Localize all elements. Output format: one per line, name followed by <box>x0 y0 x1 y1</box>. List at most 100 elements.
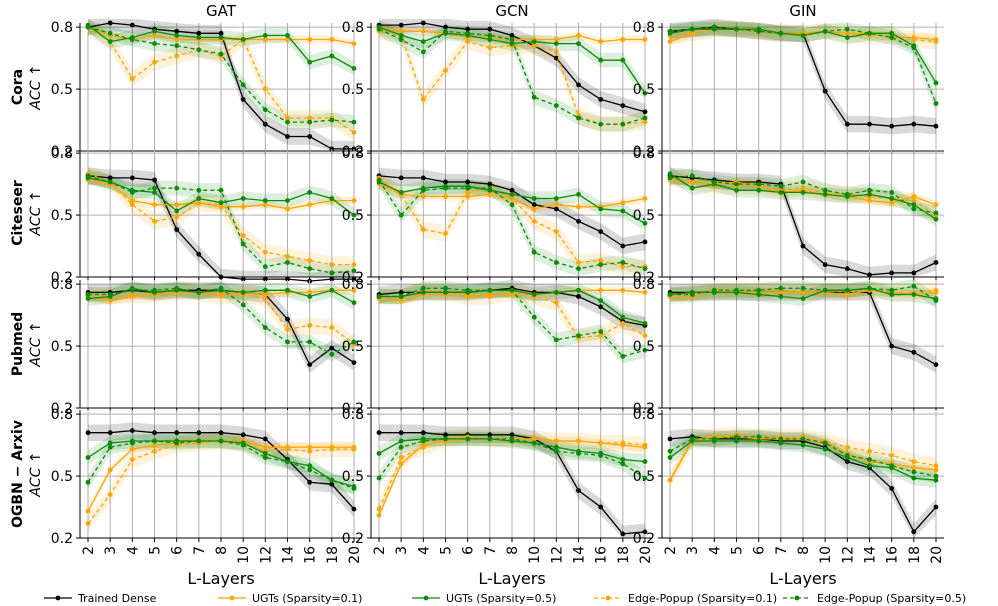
x-tick-label: 14 <box>572 546 588 564</box>
x-tick-label: 12 <box>549 546 565 564</box>
ogbn-arxiv-gcn-point-ugts-sparsity-0-5 <box>398 438 404 444</box>
x-tick-label: 12 <box>840 546 856 564</box>
ogbn-arxiv-gin-point-edge-popup-sparsity-0-1 <box>867 448 872 454</box>
pubmed-gat-point-edge-popup-sparsity-0-5 <box>196 290 202 295</box>
citeseer-gat-point-trained-dense <box>152 177 157 183</box>
y-tick-label: 0.5 <box>342 339 364 355</box>
citeseer-gcn-point-ugts-sparsity-0-5 <box>620 208 626 214</box>
pubmed-gin-point-edge-popup-sparsity-0-5 <box>667 292 673 297</box>
citeseer-gcn-point-edge-popup-sparsity-0-5 <box>487 185 493 191</box>
cora-gat-point-edge-popup-sparsity-0-1 <box>285 115 290 121</box>
cora-gat-point-edge-popup-sparsity-0-1 <box>351 130 357 135</box>
ogbn-arxiv-gat-point-ugts-sparsity-0-5 <box>262 451 268 456</box>
cora-gcn-point-edge-popup-sparsity-0-1 <box>531 43 537 49</box>
cora-gin-point-ugts-sparsity-0-1 <box>667 39 673 44</box>
x-tick-label: 20 <box>638 546 654 564</box>
citeseer-gin-point-edge-popup-sparsity-0-5 <box>933 210 939 216</box>
ogbn-arxiv-gat-point-edge-popup-sparsity-0-1 <box>85 521 91 526</box>
pubmed-gat-point-edge-popup-sparsity-0-5 <box>107 292 113 297</box>
column-title: GIN <box>789 2 816 20</box>
cora-gat-point-trained-dense <box>218 30 224 36</box>
ogbn-arxiv-gat-point-edge-popup-sparsity-0-1 <box>107 492 113 497</box>
cora-gat-point-trained-dense <box>285 134 290 139</box>
citeseer-gat-point-ugts-sparsity-0-5 <box>351 212 357 218</box>
legend-marker-edge-popup-sparsity-0-5 <box>794 595 800 601</box>
pubmed-gin-point-edge-popup-sparsity-0-5 <box>711 287 717 293</box>
citeseer-gcn-point-ugts-sparsity-0-5 <box>598 206 604 212</box>
pubmed-gat-point-ugts-sparsity-0-1 <box>262 292 268 297</box>
row-subtitle: ACC ↑ <box>28 451 44 497</box>
cora-gcn-point-trained-dense <box>487 26 493 32</box>
pubmed-gat-band-edge-popup-sparsity-0-1 <box>88 284 354 353</box>
citeseer-gat-band-edge-popup-sparsity-0-1 <box>88 165 354 273</box>
citeseer-gcn-point-ugts-sparsity-0-5 <box>398 190 404 195</box>
cora-gat-point-ugts-sparsity-0-1 <box>351 41 357 46</box>
citeseer-gat-point-edge-popup-sparsity-0-5 <box>307 266 313 272</box>
cora-gcn-point-edge-popup-sparsity-0-5 <box>576 115 581 121</box>
y-tick-label: 0.5 <box>51 208 73 224</box>
cora-gcn-point-ugts-sparsity-0-1 <box>642 37 648 42</box>
cora-gcn-point-edge-popup-sparsity-0-1 <box>465 39 471 44</box>
x-tick-label: 4 <box>125 546 141 555</box>
cora-gat-point-ugts-sparsity-0-1 <box>329 37 335 42</box>
x-tick-label: 16 <box>303 546 319 564</box>
y-tick-label: 0.2 <box>51 144 73 160</box>
x-tick-label: 18 <box>907 546 923 564</box>
citeseer-gat-point-ugts-sparsity-0-1 <box>240 204 246 210</box>
cora-gcn-point-edge-popup-sparsity-0-5 <box>376 26 382 32</box>
cora-gcn-point-edge-popup-sparsity-0-1 <box>487 45 493 51</box>
ogbn-arxiv-gin-point-edge-popup-sparsity-0-5 <box>800 436 806 442</box>
x-tick-label: 5 <box>148 546 164 555</box>
y-tick-label: 0.2 <box>342 144 364 160</box>
cora-gcn-point-ugts-sparsity-0-5 <box>642 90 648 96</box>
citeseer-gat-point-ugts-sparsity-0-1 <box>152 202 157 208</box>
citeseer-gcn-point-edge-popup-sparsity-0-1 <box>420 227 426 232</box>
ogbn-arxiv-gin-point-edge-popup-sparsity-0-5 <box>778 436 784 442</box>
cora-gin-point-ugts-sparsity-0-5 <box>844 35 850 40</box>
citeseer-gin-point-ugts-sparsity-0-5 <box>800 190 806 195</box>
ogbn-arxiv-gat-point-edge-popup-sparsity-0-5 <box>329 477 335 483</box>
citeseer-gat-point-edge-popup-sparsity-0-5 <box>129 190 135 195</box>
cora-gcn-point-ugts-sparsity-0-5 <box>420 39 426 44</box>
citeseer-gin-point-ugts-sparsity-0-5 <box>889 196 895 201</box>
pubmed-gin-point-edge-popup-sparsity-0-5 <box>889 287 895 293</box>
ogbn-arxiv-gcn-point-trained-dense <box>487 432 493 438</box>
x-tick-label: 6 <box>752 546 768 555</box>
ogbn-arxiv-gat-point-edge-popup-sparsity-0-1 <box>152 448 157 454</box>
ogbn-arxiv-gat-point-trained-dense <box>196 430 202 436</box>
citeseer-gat-point-ugts-sparsity-0-1 <box>262 202 268 208</box>
y-tick-label: 0.2 <box>51 270 73 286</box>
ogbn-arxiv-gcn-point-trained-dense <box>443 432 448 438</box>
legend-label-ugts-sparsity-0-1: UGTs (Sparsity=0.1) <box>252 592 362 605</box>
citeseer-gat-point-edge-popup-sparsity-0-5 <box>351 268 357 274</box>
cora-gcn-point-ugts-sparsity-0-5 <box>509 41 515 46</box>
cora-gat-point-trained-dense <box>174 28 180 34</box>
citeseer-gin-point-edge-popup-sparsity-0-5 <box>822 187 828 193</box>
ogbn-arxiv-gcn-point-ugts-sparsity-0-5 <box>642 459 648 464</box>
row-title: Cora <box>10 69 26 105</box>
citeseer-gcn-point-trained-dense <box>487 181 493 187</box>
pubmed-gcn-point-edge-popup-sparsity-0-5 <box>420 285 426 291</box>
citeseer-gcn-point-trained-dense <box>642 239 648 245</box>
column-title: GAT <box>206 2 237 20</box>
legend-label-edge-popup-sparsity-0-5: Edge-Popup (Sparsity=0.5) <box>817 592 966 605</box>
ogbn-arxiv-gcn-point-trained-dense <box>398 430 404 436</box>
citeseer-gat-point-edge-popup-sparsity-0-5 <box>329 270 335 276</box>
pubmed-gcn-point-edge-popup-sparsity-0-1 <box>598 333 604 339</box>
citeseer-gat-point-edge-popup-sparsity-0-5 <box>240 241 246 247</box>
pubmed-gat-point-edge-popup-sparsity-0-5 <box>218 285 224 291</box>
citeseer-gin-point-ugts-sparsity-0-5 <box>734 187 739 193</box>
x-axis-label: L-Layers <box>478 569 545 588</box>
ogbn-arxiv-gin-point-ugts-sparsity-0-5 <box>867 463 872 469</box>
cora-gcn-point-ugts-sparsity-0-1 <box>553 37 559 42</box>
cora-gin-point-edge-popup-sparsity-0-5 <box>756 28 762 34</box>
pubmed-gin-point-ugts-sparsity-0-5 <box>778 294 784 299</box>
citeseer-gcn-point-edge-popup-sparsity-0-1 <box>620 264 626 270</box>
citeseer-gin-point-trained-dense <box>911 270 917 276</box>
ogbn-arxiv-gcn-point-trained-dense <box>376 430 382 436</box>
pubmed-gin-point-edge-popup-sparsity-0-5 <box>734 287 739 293</box>
cora-gin-point-ugts-sparsity-0-5 <box>889 30 895 36</box>
ogbn-arxiv-gat-point-edge-popup-sparsity-0-5 <box>174 440 180 446</box>
citeseer-gat-point-edge-popup-sparsity-0-5 <box>174 185 180 191</box>
pubmed-gat-point-edge-popup-sparsity-0-5 <box>285 339 290 345</box>
